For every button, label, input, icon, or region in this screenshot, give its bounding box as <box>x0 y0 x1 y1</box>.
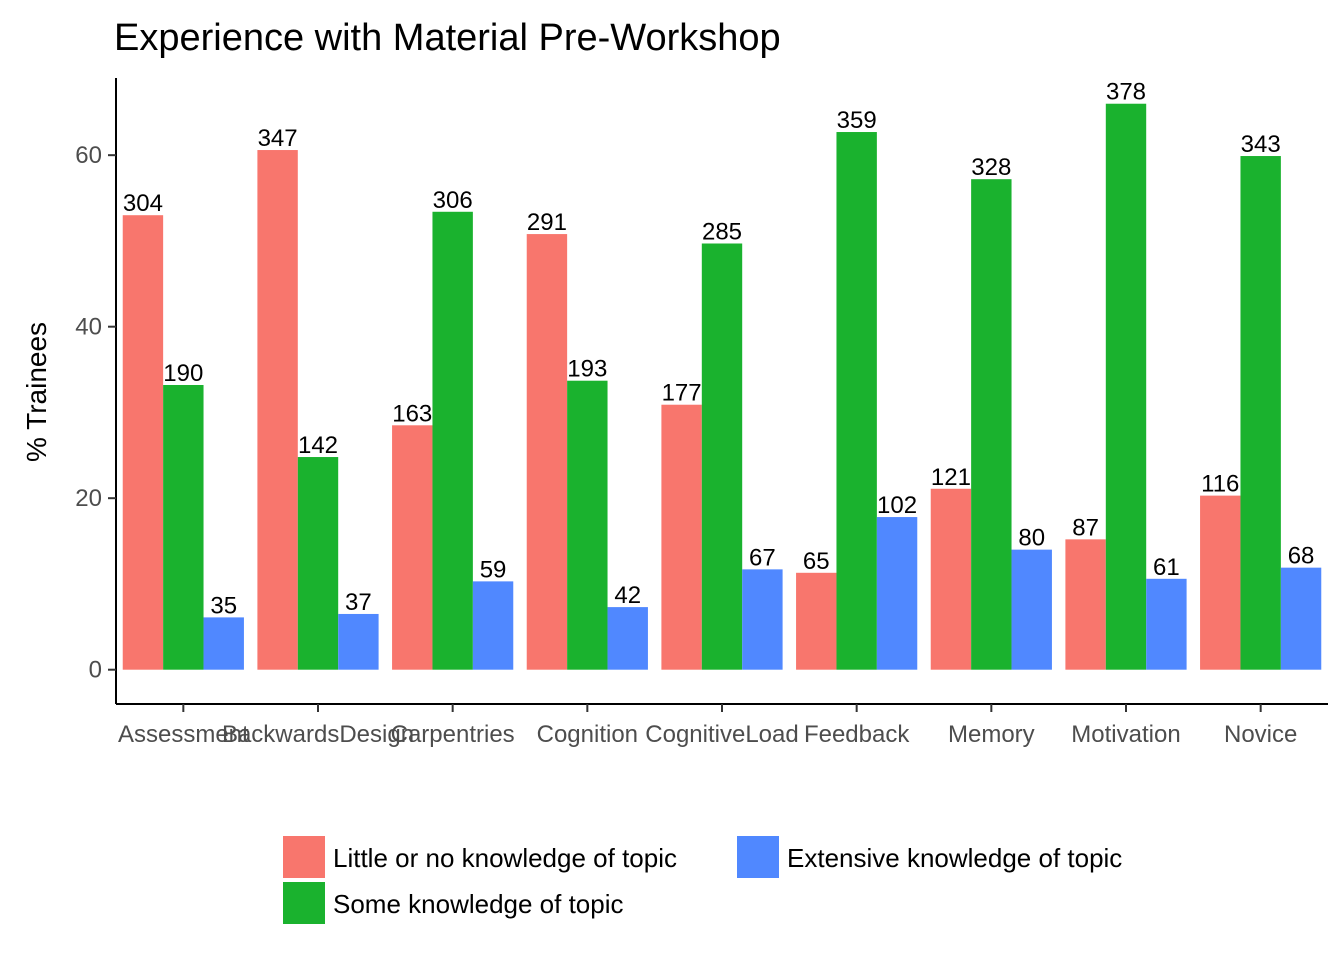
bar <box>1200 495 1241 670</box>
bar-data-label: 67 <box>749 544 776 571</box>
bar-data-label: 190 <box>163 360 203 387</box>
bar-data-label: 59 <box>480 556 507 583</box>
plot-area: 0 20 40 60 Assessment 304 190 35 BackwardsDesign… <box>75 78 1328 748</box>
bar-data-label: 378 <box>1106 79 1146 106</box>
x-tick-label: Novice <box>1224 721 1297 748</box>
x-tick-label: BackwardsDesign <box>222 721 414 748</box>
bar <box>163 384 204 670</box>
bar <box>392 425 433 670</box>
x-tick-label: Feedback <box>804 721 910 748</box>
bar-data-label: 35 <box>210 592 237 619</box>
x-tick-label: Memory <box>948 721 1035 748</box>
bar <box>526 234 568 670</box>
bar-data-label: 116 <box>1201 471 1239 498</box>
bar-data-label: 61 <box>1153 554 1180 581</box>
y-axis-label: % Trainees <box>21 322 52 462</box>
bar-data-label: 359 <box>837 107 877 134</box>
y-tick-label: 0 <box>89 657 102 684</box>
bar <box>930 488 972 670</box>
bar <box>742 569 783 670</box>
bar <box>567 380 608 670</box>
legend-swatch <box>283 836 325 878</box>
bar <box>971 179 1012 670</box>
legend-swatch <box>283 882 325 924</box>
bar <box>203 617 244 670</box>
x-tick-label: Cognition <box>537 721 638 748</box>
bar <box>1240 156 1281 670</box>
legend: Little or no knowledge of topic Some know… <box>283 836 1122 924</box>
legend-label: Extensive knowledge of topic <box>787 843 1122 873</box>
bar <box>338 613 379 670</box>
bar <box>122 215 164 670</box>
x-tick-label: CognitiveLoad <box>645 721 798 748</box>
bar <box>701 243 743 670</box>
bar <box>1146 578 1187 670</box>
bar-data-label: 177 <box>662 380 702 407</box>
bar <box>1065 539 1106 670</box>
bar <box>1011 549 1052 670</box>
x-tick-label: Motivation <box>1071 721 1180 748</box>
bar-data-label: 68 <box>1288 543 1315 570</box>
bar-data-label: 163 <box>392 400 432 427</box>
bar <box>836 132 877 670</box>
bar-data-label: 142 <box>298 432 338 459</box>
bar-data-label: 37 <box>345 589 372 616</box>
bar-data-label: 42 <box>614 582 641 609</box>
bar-data-label: 343 <box>1241 131 1281 158</box>
bar-data-label: 87 <box>1072 514 1099 541</box>
bar <box>1280 567 1322 670</box>
bar <box>1105 103 1147 670</box>
legend-label: Some knowledge of topic <box>333 889 624 919</box>
x-tick-label: Assessment <box>118 721 249 748</box>
y-tick-label: 20 <box>75 485 102 512</box>
bar-data-label: 102 <box>877 492 917 519</box>
y-tick-label: 60 <box>75 142 102 169</box>
bar-data-label: 193 <box>567 356 607 383</box>
bar-data-label: 347 <box>258 125 298 152</box>
bar <box>257 150 298 670</box>
legend-swatch <box>737 836 779 878</box>
bar-data-label: 121 <box>931 464 971 491</box>
x-tick-label: Carpentries <box>391 721 515 748</box>
bar <box>297 457 339 670</box>
bar-data-label: 80 <box>1018 525 1045 552</box>
bar-data-label: 304 <box>123 190 163 217</box>
y-tick-label: 40 <box>75 314 102 341</box>
bar-data-label: 285 <box>702 219 742 246</box>
bar-data-label: 328 <box>971 154 1011 181</box>
bar <box>472 581 514 670</box>
bar-data-label: 65 <box>803 548 830 575</box>
legend-label: Little or no knowledge of topic <box>333 843 677 873</box>
bar <box>796 572 837 670</box>
bar <box>432 211 473 670</box>
bar <box>661 404 702 670</box>
chart-title: Experience with Material Pre-Workshop <box>114 17 781 59</box>
bar <box>607 607 648 670</box>
bar-data-label: 291 <box>527 209 567 236</box>
bar <box>876 517 918 670</box>
bar-data-label: 306 <box>433 187 473 214</box>
